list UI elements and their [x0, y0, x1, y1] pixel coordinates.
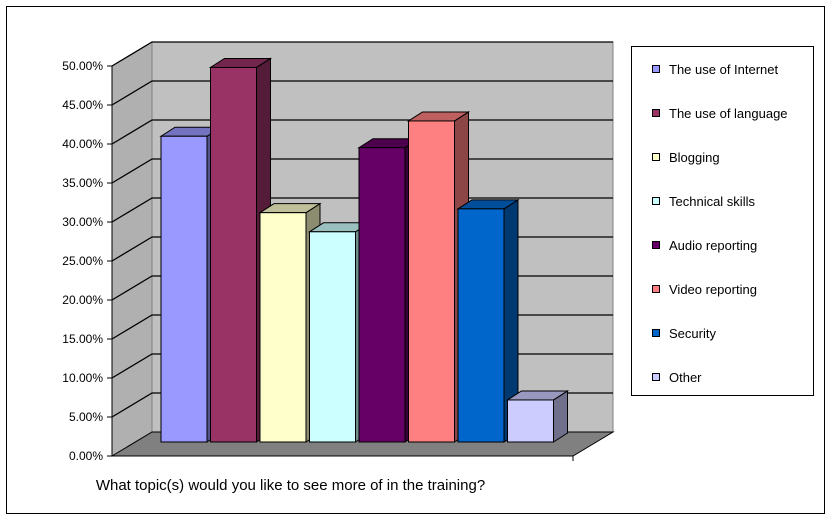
legend-swatch — [652, 65, 660, 73]
legend-swatch — [652, 153, 660, 161]
legend-label: Blogging — [669, 149, 720, 165]
legend-item: Video reporting — [632, 279, 757, 299]
y-tick-label: 35.00% — [62, 176, 103, 190]
legend-label: Audio reporting — [669, 237, 758, 253]
chart-legend: The use of Internet The use of language Bl… — [631, 46, 814, 396]
legend-label: Technical skills — [669, 193, 755, 209]
y-tick-label: 20.00% — [62, 293, 103, 307]
y-tick-label: 25.00% — [62, 254, 103, 268]
y-tick-label: 5.00% — [69, 410, 103, 424]
bar-front — [507, 399, 554, 443]
bar-front — [408, 120, 455, 443]
y-tick-label: 0.00% — [69, 449, 103, 463]
y-tick-label: 10.00% — [62, 371, 103, 385]
gridline — [111, 80, 613, 106]
x-axis-title: What topic(s) would you like to see more… — [95, 477, 486, 494]
y-tick-label: 45.00% — [62, 98, 103, 112]
legend-item: The use of language — [632, 103, 788, 123]
bar-front — [259, 212, 307, 443]
legend-swatch — [652, 109, 660, 117]
legend-label: Video reporting — [669, 281, 757, 297]
legend-swatch — [652, 197, 660, 205]
y-tick-label: 40.00% — [62, 137, 103, 151]
bar-front — [457, 208, 505, 443]
legend-item: Other — [632, 367, 702, 387]
legend-label: Security — [669, 325, 716, 341]
y-tick-label: 30.00% — [62, 215, 103, 229]
legend-label: The use of language — [669, 105, 788, 121]
legend-label: Other — [669, 369, 702, 385]
legend-swatch — [652, 285, 660, 293]
legend-swatch — [652, 329, 660, 337]
chart-bars — [159, 57, 570, 443]
bar-other — [505, 390, 570, 443]
legend-item: Audio reporting — [632, 235, 757, 255]
legend-swatch — [652, 241, 660, 249]
legend-item: Blogging — [632, 147, 720, 167]
legend-swatch — [652, 373, 660, 381]
bar-front — [358, 147, 406, 443]
y-tick-label: 15.00% — [62, 332, 103, 346]
legend-label: The use of Internet — [669, 61, 779, 77]
bar-front — [160, 135, 208, 443]
bar-security — [456, 198, 520, 443]
bar-front — [210, 66, 257, 443]
bar-front — [309, 231, 356, 443]
legend-item: Security — [632, 323, 716, 343]
legend-item: The use of Internet — [632, 59, 778, 79]
y-tick-label: 50.00% — [62, 59, 103, 73]
legend-item: Technical skills — [632, 191, 755, 211]
gridline — [111, 41, 613, 67]
y-axis-ticks: 0.00% 5.00% 10.00% 15.00% 20.00% 25.00% 30.00%… — [62, 59, 112, 463]
